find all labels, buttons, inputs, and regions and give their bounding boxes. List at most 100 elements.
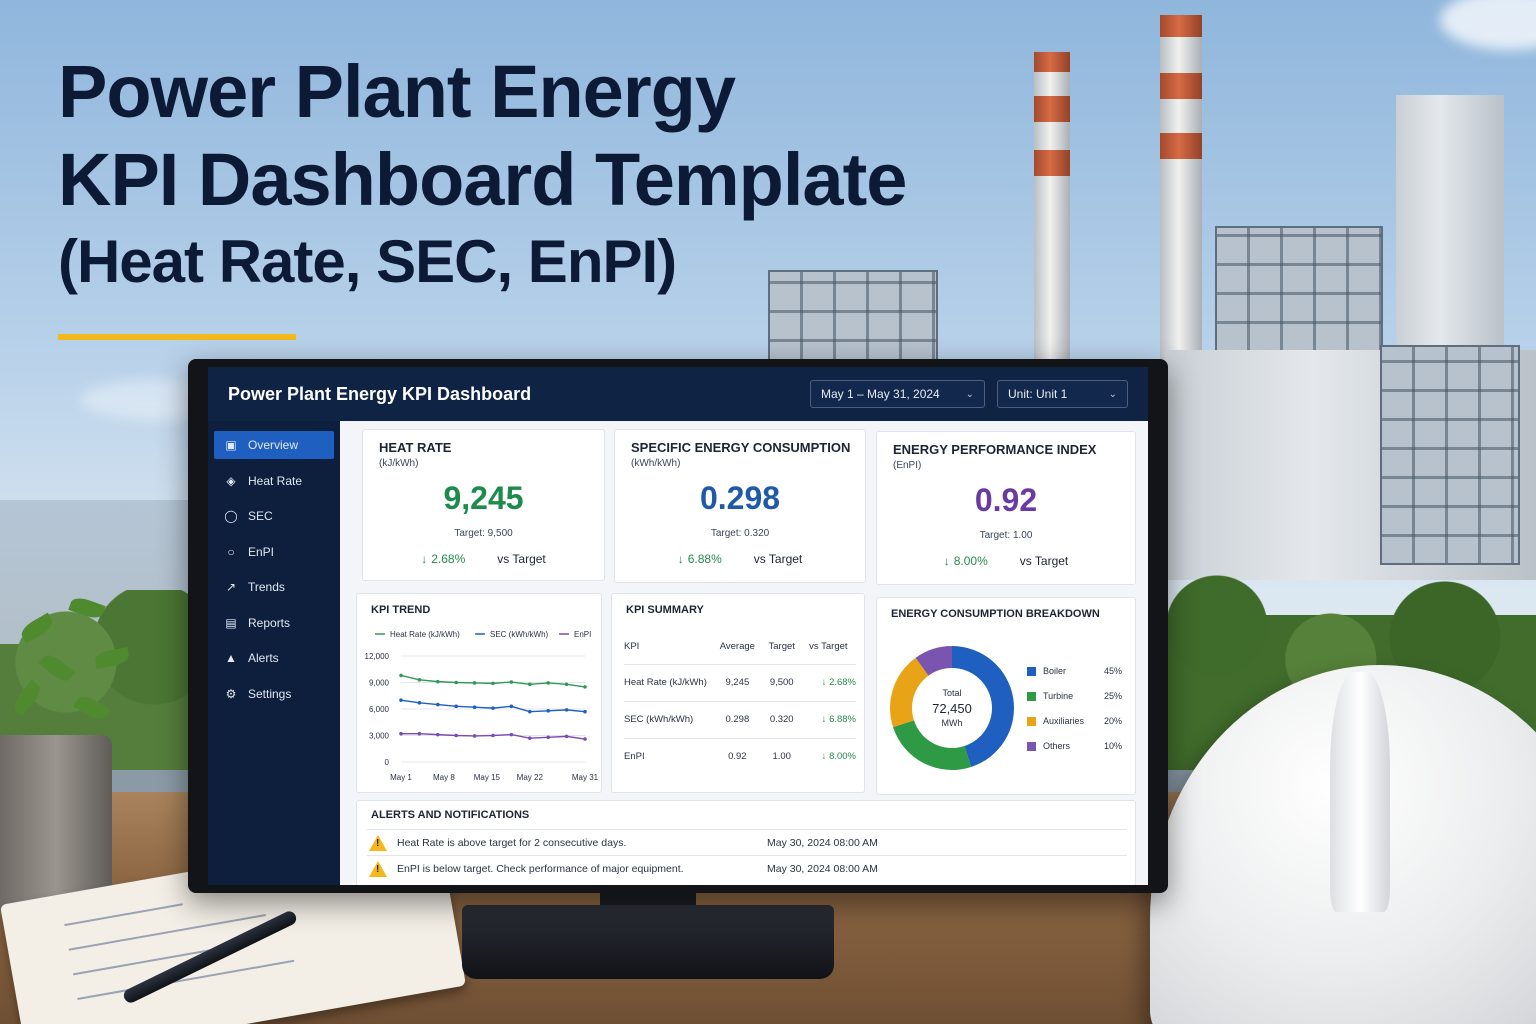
energy-breakdown-title: ENERGY CONSUMPTION BREAKDOWN xyxy=(891,608,1100,620)
alert-item[interactable]: EnPI is below target. Check performance … xyxy=(367,855,1127,881)
headline-underline xyxy=(58,334,296,340)
flame-icon: ◈ xyxy=(226,473,236,488)
kpi-summary-table: KPI Average Target vs Target Heat Rate (… xyxy=(624,630,856,775)
leaf-icon: ○ xyxy=(227,544,235,559)
legend-label: SEC (kWh/kWh) xyxy=(490,630,549,639)
legend-percent: 45% xyxy=(1103,666,1122,676)
bell-icon: ▲ xyxy=(225,651,237,665)
data-point xyxy=(417,678,422,682)
data-point xyxy=(399,673,403,678)
data-point xyxy=(564,708,569,712)
sidebar-item-reports[interactable]: ▤ Reports xyxy=(214,609,334,637)
x-tick-label: May 8 xyxy=(433,773,455,782)
kpi-delta: ↓ 6.88% vs Target xyxy=(615,552,865,566)
chart-legend: Heat Rate (kJ/kWh) SEC (kWh/kWh) EnPI xyxy=(375,630,591,639)
kpi-title: ENERGY PERFORMANCE INDEX xyxy=(893,442,1097,457)
energy-breakdown-donut: Total 72,450 MWh xyxy=(890,646,1014,770)
alert-message: Heat Rate is above target for 2 consecut… xyxy=(397,836,627,849)
table-cell: 1.00 xyxy=(772,751,791,763)
kpi-delta: ↓ 2.68% vs Target xyxy=(363,552,604,566)
warning-icon xyxy=(369,860,387,877)
chart-axes: 0 3,000 6,000 9,000 12,000 May 1 May 8 May 15 Ma… xyxy=(365,652,599,782)
date-range-dropdown[interactable]: May 1 – May 31, 2024 ⌄ xyxy=(810,380,985,408)
kpi-delta-value: 8.00% xyxy=(953,554,988,568)
monitor-stand xyxy=(462,905,834,979)
y-tick-label: 9,000 xyxy=(369,679,390,688)
steel-structure xyxy=(1380,345,1520,565)
data-point xyxy=(472,734,477,738)
sidebar-item-enpi[interactable]: ○ EnPI xyxy=(214,538,334,566)
unit-dropdown[interactable]: Unit: Unit 1 ⌄ xyxy=(997,380,1128,408)
legend-percent: 20% xyxy=(1103,716,1122,726)
donut-slices xyxy=(890,646,1014,770)
series-line xyxy=(400,699,586,713)
x-tick-label: May 1 xyxy=(390,773,412,782)
data-point xyxy=(417,701,422,705)
sidebar-item-alerts[interactable]: ▲ Alerts xyxy=(214,644,334,672)
plant-pot xyxy=(0,735,112,915)
x-tick-label: May 31 xyxy=(572,773,599,782)
sidebar-item-label: EnPI xyxy=(248,544,275,559)
chevron-down-icon: ⌄ xyxy=(1108,388,1117,400)
arrow-down-icon: ↓ xyxy=(943,554,950,568)
donut-center-value: 72,450 xyxy=(932,701,972,716)
table-cell: Heat Rate (kJ/kWh) xyxy=(624,664,712,702)
kpi-delta-label: vs Target xyxy=(753,552,803,566)
table-header-row: KPI Average Target vs Target xyxy=(624,630,856,665)
table-cell: EnPI xyxy=(624,751,645,763)
report-icon: ▤ xyxy=(225,615,237,630)
legend-item: Auxiliaries 20% xyxy=(1027,716,1122,726)
data-point xyxy=(417,731,422,736)
legend-item: Boiler 45% xyxy=(1027,666,1122,676)
table-row: Heat Rate (kJ/kWh) 9,245 9,500 ↓ 2.68% xyxy=(624,664,856,702)
sidebar-item-overview[interactable]: ▣ Overview xyxy=(214,431,334,459)
data-point xyxy=(399,698,403,702)
sidebar-item-sec[interactable]: ◯ SEC xyxy=(214,502,334,530)
kpi-card-enpi: ENERGY PERFORMANCE INDEX (EnPI) 0.92 Tar… xyxy=(876,431,1136,585)
column-header: Target xyxy=(762,630,801,665)
data-point xyxy=(546,708,550,713)
gauge-icon: ◯ xyxy=(224,509,238,523)
data-point xyxy=(509,704,514,709)
data-point xyxy=(454,733,458,738)
line-chart-icon: ↗ xyxy=(225,580,237,594)
data-point xyxy=(491,733,495,738)
legend-label: Boiler xyxy=(1043,666,1067,676)
data-point xyxy=(509,732,514,737)
kpi-target: Target: 0.320 xyxy=(710,528,770,539)
data-point xyxy=(528,736,532,740)
sidebar-item-label: Reports xyxy=(248,615,291,630)
data-point xyxy=(528,709,532,714)
legend-swatch xyxy=(1027,691,1036,701)
data-point xyxy=(399,731,403,736)
data-point xyxy=(436,679,440,684)
data-point xyxy=(454,680,458,685)
legend-swatch xyxy=(1027,741,1036,751)
table-cell: 9,500 xyxy=(762,664,801,702)
sidebar-item-settings[interactable]: ⚙ Settings xyxy=(214,680,334,708)
data-point xyxy=(546,681,550,685)
arrow-down-icon: ↓ xyxy=(821,751,830,763)
data-point xyxy=(472,705,477,710)
donut-slice xyxy=(952,646,1014,767)
y-tick-label: 12,000 xyxy=(365,652,390,661)
data-point xyxy=(546,735,550,740)
data-point xyxy=(436,732,440,737)
kpi-value: 0.298 xyxy=(699,480,781,516)
y-tick-label: 0 xyxy=(385,758,390,767)
sidebar-item-trends[interactable]: ↗ Trends xyxy=(214,573,334,601)
alert-message: EnPI is below target. Check performance … xyxy=(397,862,684,875)
table-cell: 0.92 xyxy=(728,751,747,763)
x-tick-label: May 15 xyxy=(474,773,501,782)
kpi-value: 9,245 xyxy=(443,480,524,516)
alert-item[interactable]: Heat Rate is above target for 2 consecut… xyxy=(367,829,1127,855)
column-header: Average xyxy=(712,630,763,665)
alert-timestamp: May 30, 2024 08:00 AM xyxy=(767,836,878,849)
alerts-card: ALERTS AND NOTIFICATIONS Heat Rate is ab… xyxy=(356,800,1136,885)
table-row: EnPI 0.92 1.00 ↓ 8.00% xyxy=(624,738,856,775)
sidebar-item-heat-rate[interactable]: ◈ Heat Rate xyxy=(214,467,334,495)
data-point xyxy=(564,682,569,687)
donut-center-label: Total xyxy=(942,688,961,698)
data-point xyxy=(472,681,477,685)
steel-structure xyxy=(768,270,938,370)
